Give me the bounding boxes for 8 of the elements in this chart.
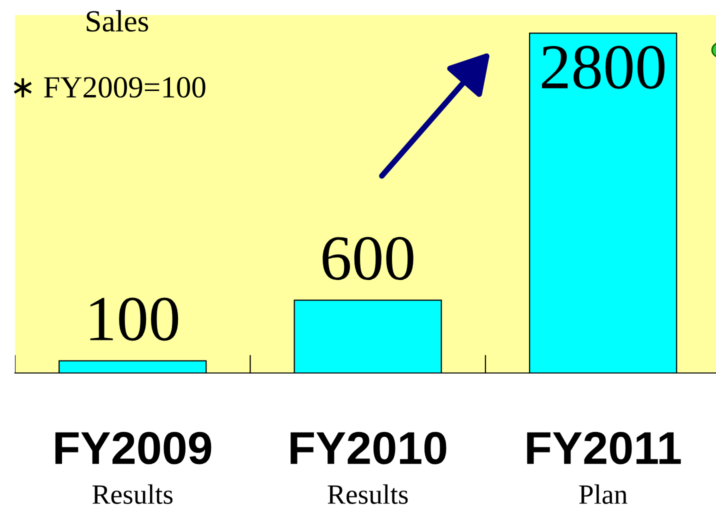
- chart-title: Sales: [86, 10, 148, 32]
- x-tick-label: FY2011 Plan: [527, 432, 681, 504]
- data-label: 600: [322, 236, 414, 280]
- data-label: 100: [90, 298, 178, 341]
- text: ∗ FY2009=100: [14, 77, 206, 98]
- x-tick-label: FY2009 Results: [55, 432, 212, 504]
- x-tick-label: FY2010 Results: [290, 432, 446, 504]
- data-label: 2800: [542, 46, 665, 89]
